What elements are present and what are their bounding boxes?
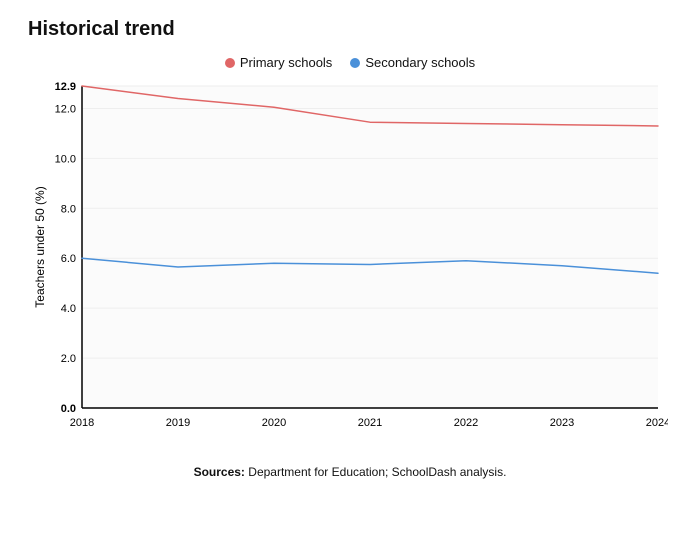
chart-title: Historical trend <box>28 18 672 41</box>
svg-text:Teachers under 50 (%): Teachers under 50 (%) <box>33 186 47 307</box>
chart-area: 0.0 2.0 4.0 6.0 8.0 10.0 12.0 12.9 2018 2019 2020 2… <box>28 76 672 441</box>
sources-label: Sources: <box>194 465 245 479</box>
legend-item-secondary: Secondary schools <box>350 55 475 70</box>
svg-text:2020: 2020 <box>262 417 286 429</box>
sources-text: Department for Education; SchoolDash ana… <box>245 465 506 479</box>
legend-item-primary: Primary schools <box>225 55 332 70</box>
svg-text:2021: 2021 <box>358 417 382 429</box>
svg-text:2022: 2022 <box>454 417 478 429</box>
svg-text:2024: 2024 <box>646 417 668 429</box>
svg-text:2.0: 2.0 <box>61 353 76 365</box>
legend-label-secondary: Secondary schools <box>365 55 475 70</box>
svg-text:2018: 2018 <box>70 417 94 429</box>
svg-text:12.9: 12.9 <box>55 81 76 93</box>
svg-text:0.0: 0.0 <box>61 403 76 415</box>
legend-swatch-secondary <box>350 58 360 68</box>
sources-line: Sources: Department for Education; Schoo… <box>28 465 672 479</box>
svg-text:10.0: 10.0 <box>55 153 76 165</box>
line-chart-svg: 0.0 2.0 4.0 6.0 8.0 10.0 12.0 12.9 2018 2019 2020 2… <box>28 76 668 436</box>
svg-text:12.0: 12.0 <box>55 103 76 115</box>
legend: Primary schools Secondary schools <box>28 55 672 70</box>
svg-text:2019: 2019 <box>166 417 190 429</box>
chart-container: Historical trend Primary schools Seconda… <box>0 0 700 550</box>
legend-swatch-primary <box>225 58 235 68</box>
legend-label-primary: Primary schools <box>240 55 332 70</box>
svg-text:4.0: 4.0 <box>61 303 76 315</box>
svg-text:6.0: 6.0 <box>61 253 76 265</box>
svg-text:2023: 2023 <box>550 417 574 429</box>
svg-text:8.0: 8.0 <box>61 203 76 215</box>
